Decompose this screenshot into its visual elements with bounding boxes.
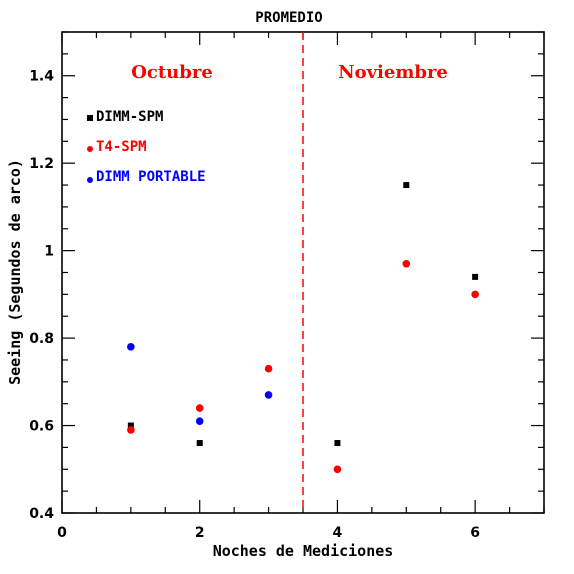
point-t4-spm bbox=[264, 364, 273, 373]
legend-marker-t4-spm bbox=[87, 146, 93, 152]
x-tick-label: 0 bbox=[57, 525, 67, 541]
x-tick-label: 2 bbox=[195, 525, 205, 541]
point-dimm-spm bbox=[196, 440, 203, 447]
y-tick-label: 0.6 bbox=[29, 419, 54, 435]
legend-label-dimm-portable: DIMM PORTABLE bbox=[96, 169, 206, 185]
point-t4-spm bbox=[402, 259, 411, 268]
x-axis-label: Noches de Mediciones bbox=[213, 542, 394, 560]
legend-marker-dimm-spm bbox=[87, 115, 93, 121]
data-points bbox=[127, 182, 479, 474]
chart-title: PROMEDIO bbox=[255, 10, 322, 26]
legend-label-t4-spm: T4-SPM bbox=[96, 139, 147, 155]
annotation-noviembre: Noviembre bbox=[338, 62, 448, 83]
point-dimm-portable bbox=[127, 343, 135, 351]
y-tick-label: 0.8 bbox=[29, 331, 54, 347]
legend-label-dimm-spm: DIMM-SPM bbox=[96, 109, 163, 125]
point-t4-spm bbox=[333, 465, 342, 474]
point-dimm-spm bbox=[472, 273, 479, 280]
point-t4-spm bbox=[127, 426, 135, 434]
annotation-octubre: Octubre bbox=[131, 62, 213, 83]
y-tick-label: 1.4 bbox=[29, 69, 54, 85]
point-dimm-spm bbox=[334, 440, 341, 447]
x-tick-label: 6 bbox=[470, 525, 480, 541]
legend: DIMM-SPM T4-SPM DIMM PORTABLE bbox=[87, 109, 206, 185]
point-dimm-portable bbox=[264, 391, 273, 399]
point-dimm-spm bbox=[127, 422, 134, 429]
point-dimm-portable bbox=[195, 417, 204, 425]
y-tick-label: 1 bbox=[44, 244, 54, 260]
point-dimm-spm bbox=[403, 182, 410, 189]
x-tick-label: 4 bbox=[333, 525, 343, 541]
legend-marker-dimm-portable bbox=[87, 177, 93, 183]
axis-ticks bbox=[61, 31, 545, 514]
tick-labels: 0 2 4 6 0.4 0.6 0.8 1 1.2 1.4 bbox=[29, 69, 480, 541]
y-axis-label: Seeing (Segundos de arco) bbox=[6, 159, 24, 385]
y-tick-label: 0.4 bbox=[29, 506, 54, 522]
point-t4-spm bbox=[471, 290, 479, 299]
y-tick-label: 1.2 bbox=[29, 156, 54, 172]
point-t4-spm bbox=[195, 404, 204, 412]
